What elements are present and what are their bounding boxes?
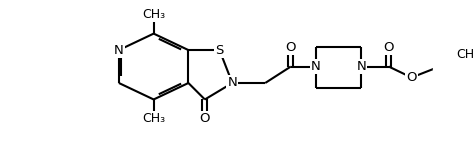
Text: O: O (200, 112, 210, 125)
Text: CH₃: CH₃ (142, 112, 165, 125)
Text: O: O (286, 41, 296, 54)
Text: N: N (228, 76, 237, 89)
Text: O: O (384, 41, 394, 54)
Text: S: S (215, 44, 224, 57)
Text: O: O (406, 71, 417, 84)
Text: CH₃: CH₃ (142, 8, 165, 21)
Text: N: N (311, 60, 320, 73)
Text: N: N (356, 60, 366, 73)
Text: N: N (114, 44, 124, 57)
Text: CH₃: CH₃ (457, 48, 473, 61)
